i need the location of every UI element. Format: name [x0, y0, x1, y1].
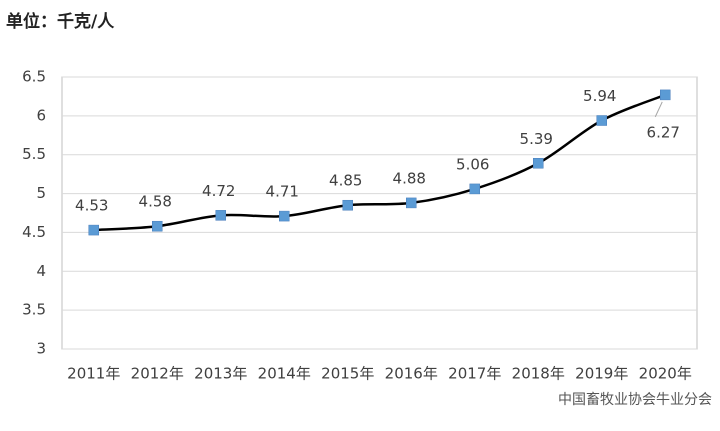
y-tick-label: 5.5: [22, 145, 46, 163]
marker: [215, 210, 226, 221]
x-tick-label: 2017年: [448, 365, 501, 383]
data-label: 4.53: [75, 197, 108, 215]
data-label: 5.94: [583, 87, 616, 105]
x-tick-label: 2012年: [131, 365, 184, 383]
marker: [342, 199, 353, 211]
x-tick-label: 2011年: [67, 365, 120, 383]
data-label: 4.85: [329, 172, 362, 190]
marker: [279, 210, 290, 222]
data-label: 4.71: [266, 183, 299, 201]
y-tick-label: 6: [36, 106, 46, 124]
y-tick-label: 5: [36, 184, 46, 202]
y-tick-label: 3.5: [22, 301, 46, 319]
marker: [406, 197, 417, 209]
x-tick-label: 2016年: [385, 365, 438, 383]
x-tick-label: 2019年: [575, 365, 628, 383]
line: [93, 93, 666, 232]
data-label: 5.06: [456, 155, 489, 173]
marker: [469, 183, 480, 195]
watermark: 中国畜牧业协会牛业分会: [558, 392, 712, 408]
y-tick-label: 4: [36, 262, 46, 280]
y-tick-label: 3: [36, 340, 46, 358]
data-label: 6.27: [647, 123, 680, 141]
marker: [660, 89, 671, 101]
leader-line: [654, 101, 663, 118]
marker: [88, 224, 99, 236]
data-label: 4.58: [139, 193, 172, 211]
x-tick-label: 2014年: [258, 365, 311, 383]
marker: [596, 115, 607, 126]
x-tick-label: 2015年: [321, 365, 374, 383]
data-label: 4.72: [202, 182, 235, 200]
x-tick-label: 2013年: [194, 365, 247, 383]
x-tick-label: 2018年: [512, 365, 565, 383]
y-tick-label: 4.5: [22, 223, 46, 241]
data-label: 4.88: [393, 169, 426, 187]
chart-title: 单位：千克/人: [6, 11, 115, 32]
data-label: 5.39: [520, 130, 553, 148]
y-tick-label: 6.5: [22, 68, 46, 86]
marker: [152, 220, 163, 232]
x-tick-label: 2020年: [639, 365, 692, 383]
marker: [533, 158, 544, 169]
